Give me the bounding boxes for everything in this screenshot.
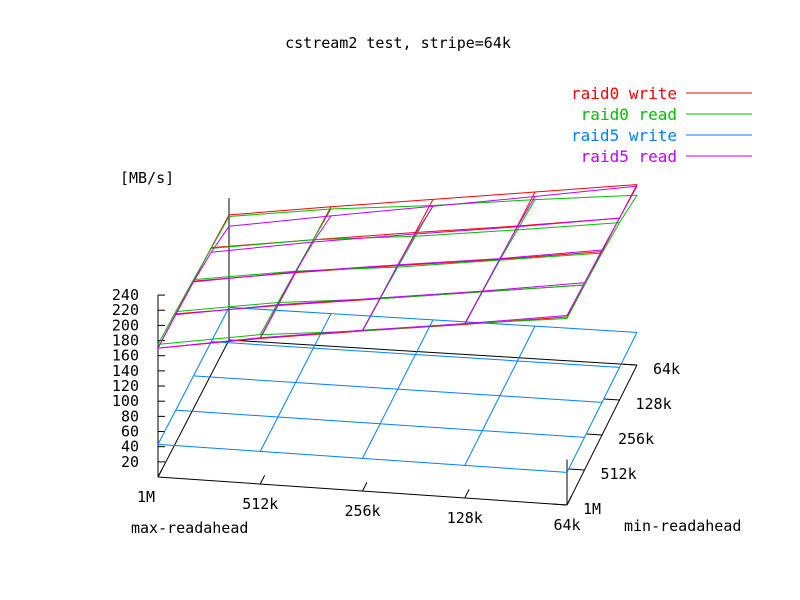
x-tick-mark	[464, 489, 470, 499]
series-raid0-read	[157, 194, 638, 345]
z-tick-label: 80	[121, 407, 139, 425]
series-raid5-read	[157, 185, 638, 349]
y-tick-mark	[586, 433, 603, 436]
z-axis-label: [MB/s]	[120, 169, 174, 187]
surface-line	[362, 319, 434, 459]
z-tick-label: 140	[112, 362, 139, 380]
surface-line	[211, 217, 620, 253]
surface-line	[464, 196, 536, 324]
surface-line	[157, 318, 568, 345]
x-tick-label: 1M	[137, 488, 155, 506]
surface-series	[157, 184, 638, 473]
y-tick-label: 1M	[583, 500, 601, 518]
x-tick-label: 256k	[344, 502, 380, 520]
x-axis-label: max-readahead	[131, 519, 248, 537]
surface-line	[566, 194, 638, 319]
x-tick-mark	[362, 482, 368, 492]
legend-label: raid0 read	[581, 105, 677, 124]
y-tick-mark	[569, 468, 585, 471]
legend-label: raid5 read	[581, 147, 677, 166]
y-tick-label: 128k	[636, 395, 672, 413]
frame-edge	[228, 339, 638, 366]
z-tick-label: 180	[112, 332, 139, 350]
y-tick-mark	[621, 363, 638, 366]
surface-line	[464, 325, 536, 466]
y-tick-label: 512k	[601, 465, 637, 483]
series-raid5-write	[157, 306, 638, 473]
surface-line	[157, 315, 568, 349]
z-tick-label: 160	[112, 347, 139, 365]
z-tick-label: 240	[112, 286, 139, 304]
surface-line	[259, 313, 332, 452]
legend-label: raid0 write	[571, 84, 677, 103]
surface-line	[566, 332, 638, 473]
x-tick-mark	[566, 496, 572, 506]
z-tick-label: 60	[121, 423, 139, 441]
frame-edge	[157, 339, 230, 478]
y-axis-label: min-readahead	[624, 517, 741, 535]
y-tick-mark	[604, 398, 620, 401]
x-tick-label: 128k	[447, 509, 483, 527]
z-tick-label: 20	[121, 453, 139, 471]
x-axis-ticks: 1M 512k 256k 128k 64k	[137, 468, 581, 534]
y-tick-label: 64k	[653, 360, 680, 378]
base-frame	[157, 198, 638, 506]
surface-line	[362, 205, 434, 331]
surface-line	[259, 215, 332, 338]
x-tick-mark	[157, 468, 163, 478]
z-tick-label: 40	[121, 438, 139, 456]
legend-label: raid5 write	[571, 126, 677, 145]
x-tick-label: 64k	[553, 516, 580, 534]
surface-line	[157, 307, 230, 445]
chart-title: cstream2 test, stripe=64k	[285, 34, 511, 52]
surface-line	[157, 216, 230, 345]
x-tick-mark	[259, 475, 266, 485]
y-tick-label: 256k	[618, 430, 654, 448]
x-tick-label: 512k	[242, 495, 278, 513]
surface-line	[157, 226, 230, 349]
z-tick-label: 220	[112, 301, 139, 319]
surface-line	[566, 185, 638, 316]
z-tick-label: 200	[112, 316, 139, 334]
z-tick-label: 100	[112, 392, 139, 410]
legend: raid0 write raid0 read raid5 write raid5 re…	[571, 84, 752, 166]
y-tick-mark	[551, 503, 568, 506]
z-tick-label: 120	[112, 377, 139, 395]
